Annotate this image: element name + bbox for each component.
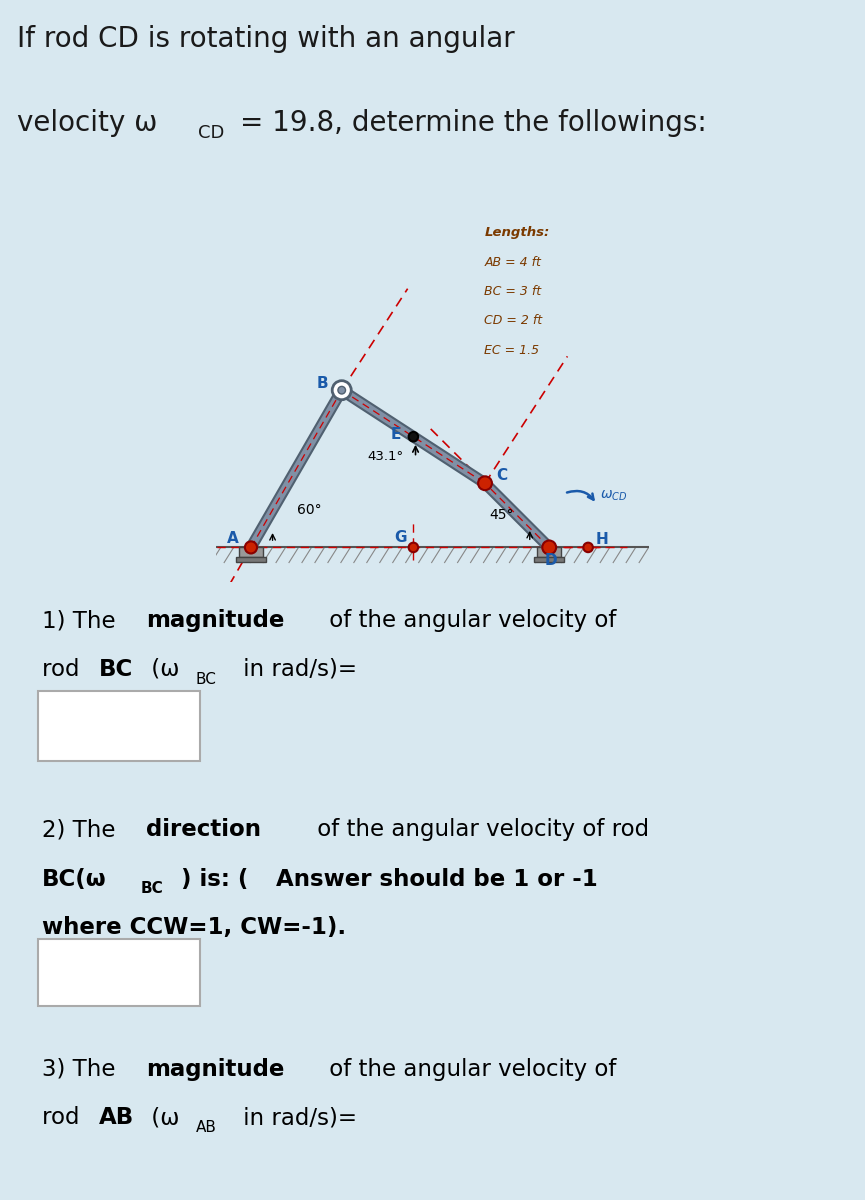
Text: Answer should be 1 or -1: Answer should be 1 or -1 [276, 868, 598, 890]
Circle shape [338, 386, 345, 394]
Text: If rod CD is rotating with an angular: If rod CD is rotating with an angular [17, 25, 515, 53]
Text: magnitude: magnitude [146, 1057, 285, 1080]
Text: (ω: (ω [144, 658, 180, 680]
Text: 2) The: 2) The [42, 818, 123, 841]
Text: Lengths:: Lengths: [484, 226, 549, 239]
Text: velocity ω: velocity ω [17, 109, 157, 137]
Polygon shape [247, 388, 346, 550]
Text: ) is: (: ) is: ( [181, 868, 248, 890]
Text: = 19.8, determine the followings:: = 19.8, determine the followings: [240, 109, 707, 137]
Text: BC: BC [195, 672, 217, 686]
Text: AB: AB [195, 1120, 217, 1135]
Text: AB = 4 ft: AB = 4 ft [484, 256, 541, 269]
Text: C: C [496, 468, 507, 482]
Circle shape [542, 540, 556, 554]
Text: (ω: (ω [144, 1106, 180, 1129]
Circle shape [408, 432, 418, 442]
Text: BC(ω: BC(ω [42, 868, 107, 890]
Polygon shape [482, 480, 553, 551]
Text: 43.1°: 43.1° [368, 450, 403, 463]
Text: of the angular velocity of rod: of the angular velocity of rod [310, 818, 649, 841]
Text: of the angular velocity of: of the angular velocity of [322, 1057, 617, 1080]
Text: rod: rod [42, 658, 87, 680]
Text: B: B [317, 376, 328, 391]
Circle shape [245, 541, 257, 553]
Text: rod: rod [42, 1106, 87, 1129]
Text: EC = 1.5: EC = 1.5 [484, 343, 540, 356]
Text: AB: AB [99, 1106, 134, 1129]
Text: 1) The: 1) The [42, 610, 123, 632]
Circle shape [478, 476, 492, 490]
Polygon shape [339, 386, 488, 487]
Polygon shape [236, 557, 266, 562]
Text: BC: BC [99, 658, 133, 680]
Circle shape [332, 380, 351, 400]
Text: A: A [227, 532, 239, 546]
Text: in rad/s)=: in rad/s)= [235, 658, 356, 680]
Text: direction: direction [146, 818, 261, 841]
Text: $\omega_{CD}$: $\omega_{CD}$ [599, 490, 627, 504]
Polygon shape [534, 557, 564, 562]
Circle shape [583, 542, 593, 552]
Text: CD = 2 ft: CD = 2 ft [484, 314, 542, 328]
Text: of the angular velocity of: of the angular velocity of [322, 610, 617, 632]
Text: magnitude: magnitude [146, 610, 285, 632]
Text: 3) The: 3) The [42, 1057, 123, 1080]
Text: BC = 3 ft: BC = 3 ft [484, 284, 541, 298]
Text: 45°: 45° [490, 509, 514, 522]
FancyBboxPatch shape [38, 940, 200, 1006]
FancyBboxPatch shape [38, 691, 200, 761]
Polygon shape [239, 547, 263, 557]
Text: CD: CD [198, 124, 225, 142]
Text: G: G [394, 530, 407, 545]
Text: BC: BC [140, 881, 163, 895]
Polygon shape [537, 547, 561, 557]
Text: where CCW=1, CW=-1).: where CCW=1, CW=-1). [42, 917, 346, 940]
Text: E: E [391, 427, 401, 442]
Text: in rad/s)=: in rad/s)= [235, 1106, 356, 1129]
Circle shape [408, 542, 418, 552]
Text: 60°: 60° [297, 503, 322, 517]
Text: H: H [596, 532, 609, 547]
Text: D: D [545, 553, 558, 568]
